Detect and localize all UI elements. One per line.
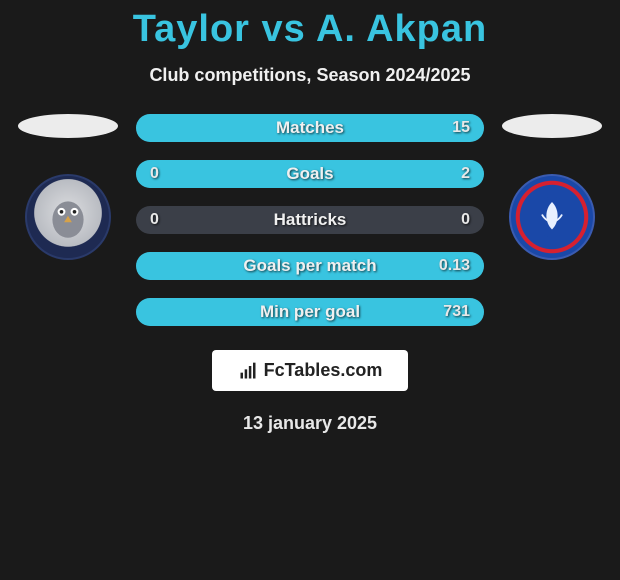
date-label: 13 january 2025 — [243, 413, 377, 434]
stat-value-left: 0 — [136, 165, 196, 183]
stat-row: Goals per match 0.13 — [136, 252, 484, 280]
page-title: Taylor vs A. Akpan — [0, 8, 620, 51]
footer: FcTables.com 13 january 2025 — [0, 350, 620, 434]
stat-value-right: 0.13 — [424, 257, 484, 275]
stat-label: Matches — [196, 118, 424, 138]
main-row: Matches 15 0 Goals 2 0 Hattricks 0 Goals… — [0, 114, 620, 326]
stat-label: Goals per match — [196, 256, 424, 276]
stat-label: Goals — [196, 164, 424, 184]
brand-badge[interactable]: FcTables.com — [212, 350, 409, 391]
player-avatar-right — [502, 114, 602, 138]
stat-value-left: 0 — [136, 211, 196, 229]
phoenix-icon — [527, 192, 577, 242]
club-badge-left — [25, 174, 111, 260]
stat-row: 0 Hattricks 0 — [136, 206, 484, 234]
stat-value-right: 731 — [424, 303, 484, 321]
club-badge-right — [509, 174, 595, 260]
chart-icon — [238, 361, 258, 381]
stat-row: Min per goal 731 — [136, 298, 484, 326]
brand-label: FcTables.com — [264, 360, 383, 381]
stats-table: Matches 15 0 Goals 2 0 Hattricks 0 Goals… — [136, 114, 484, 326]
stat-row: 0 Goals 2 — [136, 160, 484, 188]
left-side — [18, 114, 118, 260]
stat-row: Matches 15 — [136, 114, 484, 142]
stat-value-right: 0 — [424, 211, 484, 229]
stat-value-right: 2 — [424, 165, 484, 183]
comparison-card: Taylor vs A. Akpan Club competitions, Se… — [0, 0, 620, 434]
stat-label: Hattricks — [196, 210, 424, 230]
owl-icon — [42, 191, 94, 243]
stat-label: Min per goal — [196, 302, 424, 322]
subtitle: Club competitions, Season 2024/2025 — [0, 65, 620, 86]
player-avatar-left — [18, 114, 118, 138]
right-side — [502, 114, 602, 260]
stat-value-right: 15 — [424, 119, 484, 137]
